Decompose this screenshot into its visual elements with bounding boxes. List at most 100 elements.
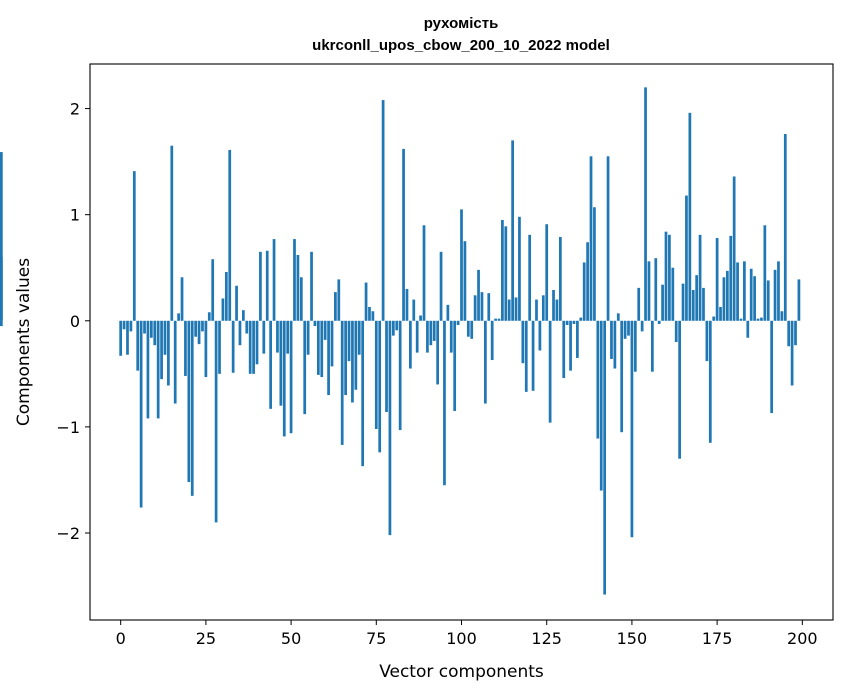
bar bbox=[708, 320, 712, 443]
bar bbox=[426, 320, 429, 353]
bar bbox=[736, 262, 739, 321]
bar bbox=[184, 320, 187, 376]
x-tick-label: 125 bbox=[531, 629, 562, 648]
bar bbox=[610, 320, 613, 359]
bar bbox=[156, 320, 160, 419]
bar bbox=[235, 285, 238, 321]
bar bbox=[211, 259, 215, 321]
bar bbox=[470, 320, 474, 339]
bar bbox=[763, 225, 767, 321]
bar bbox=[276, 320, 279, 353]
bar bbox=[214, 320, 218, 523]
bar-series bbox=[0, 87, 801, 595]
bar bbox=[705, 320, 709, 362]
bar bbox=[797, 279, 801, 321]
bar bbox=[753, 276, 756, 321]
bar bbox=[552, 290, 555, 321]
bar bbox=[732, 176, 736, 321]
bar bbox=[170, 145, 174, 321]
bar bbox=[698, 234, 702, 321]
y-tick-label: 2 bbox=[70, 100, 80, 119]
bar bbox=[167, 320, 170, 386]
bar bbox=[548, 320, 552, 423]
y-tick-label: 1 bbox=[70, 206, 80, 225]
bar bbox=[357, 320, 361, 355]
x-tick-label: 200 bbox=[787, 629, 818, 648]
bar bbox=[259, 251, 262, 321]
bar bbox=[586, 242, 589, 321]
bar bbox=[163, 320, 167, 355]
bar bbox=[504, 226, 508, 321]
bar bbox=[337, 279, 341, 321]
bar bbox=[269, 320, 273, 409]
bar bbox=[449, 320, 453, 353]
bar bbox=[255, 320, 259, 365]
bar bbox=[637, 287, 641, 321]
bar bbox=[187, 320, 191, 483]
bar bbox=[460, 209, 463, 321]
bar bbox=[347, 320, 351, 362]
bar bbox=[262, 320, 266, 354]
bar bbox=[780, 311, 784, 321]
bar bbox=[245, 320, 249, 334]
bar bbox=[633, 320, 637, 372]
bar bbox=[248, 320, 252, 374]
bar bbox=[620, 320, 624, 433]
bar bbox=[650, 320, 654, 372]
bar bbox=[576, 320, 579, 358]
bar bbox=[439, 251, 443, 321]
bar bbox=[453, 320, 457, 411]
x-tick-label: 175 bbox=[702, 629, 733, 648]
bar bbox=[194, 320, 198, 337]
bar bbox=[180, 277, 184, 321]
bar bbox=[664, 231, 668, 321]
x-tick-label: 0 bbox=[116, 629, 126, 648]
bar bbox=[282, 320, 286, 437]
bar bbox=[661, 284, 664, 321]
bar bbox=[671, 267, 675, 321]
bar bbox=[480, 292, 484, 321]
bar bbox=[364, 282, 368, 321]
bar bbox=[361, 320, 365, 467]
bar bbox=[770, 320, 774, 414]
bar bbox=[787, 320, 791, 347]
bar bbox=[412, 299, 416, 321]
bar bbox=[293, 239, 296, 321]
bar bbox=[252, 320, 255, 374]
bar bbox=[531, 320, 535, 391]
bar bbox=[272, 239, 276, 321]
bar bbox=[593, 207, 596, 321]
bar bbox=[685, 195, 688, 321]
bar bbox=[777, 261, 780, 321]
bar bbox=[494, 318, 497, 321]
bar bbox=[153, 320, 157, 346]
plot-area-frame bbox=[89, 63, 834, 621]
bar bbox=[654, 258, 658, 321]
bar bbox=[790, 320, 794, 386]
bar bbox=[463, 241, 467, 321]
bar bbox=[136, 320, 140, 371]
bar bbox=[207, 312, 211, 321]
y-tick-label: 0 bbox=[70, 312, 80, 331]
bar bbox=[0, 152, 3, 321]
bar bbox=[132, 171, 136, 321]
x-tick-label: 75 bbox=[366, 629, 386, 648]
bar bbox=[572, 320, 576, 324]
bar bbox=[579, 317, 583, 321]
bar bbox=[149, 320, 153, 338]
bar bbox=[521, 320, 525, 364]
bar bbox=[644, 87, 647, 321]
bar bbox=[558, 236, 562, 321]
bar bbox=[541, 295, 545, 321]
bar bbox=[603, 320, 607, 595]
bar bbox=[228, 149, 232, 321]
bar bbox=[197, 320, 201, 345]
y-tick-label: −1 bbox=[56, 418, 80, 437]
bar bbox=[555, 299, 559, 321]
bar bbox=[310, 251, 313, 321]
bar bbox=[221, 298, 225, 321]
y-tick-label: −2 bbox=[56, 524, 80, 543]
bar bbox=[773, 269, 777, 321]
x-axis-label: Vector components bbox=[379, 662, 544, 682]
bar bbox=[688, 112, 692, 321]
